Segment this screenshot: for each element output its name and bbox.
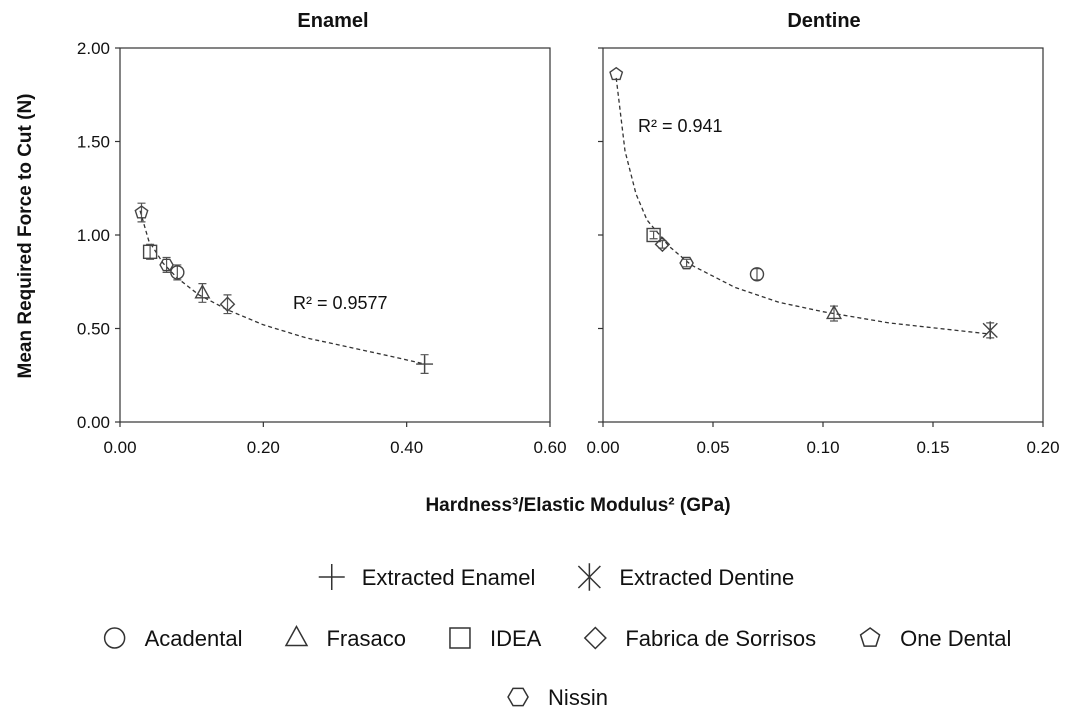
legend-fabrica-de-sorrisos-label: Fabrica de Sorrisos <box>625 626 816 651</box>
dentine-frasaco-point <box>825 304 843 320</box>
dentine-x-tick-label: 0.15 <box>916 438 949 457</box>
enamel-x-tick-label: 0.20 <box>247 438 280 457</box>
dentine-plot-frame <box>602 47 1044 423</box>
dentine-fabrica-de-sorrisos-point <box>654 236 671 253</box>
dentine-trendline-path <box>615 77 991 335</box>
dentine-points <box>609 66 998 340</box>
enamel-frasaco-point <box>194 284 211 299</box>
enamel-nissin-point <box>159 258 174 272</box>
dentine-acadental-error-bar <box>753 268 761 281</box>
legend-extracted-enamel-label: Extracted Enamel <box>362 565 536 590</box>
enamel-fabrica-de-sorrisos-point <box>219 296 236 313</box>
enamel-panel-title: Enamel <box>297 10 368 32</box>
enamel-extracted-enamel-point <box>416 355 434 373</box>
legend-nissin-marker <box>507 687 529 707</box>
enamel-y-tick-label: 0.00 <box>77 413 110 432</box>
legend-acadental-label: Acadental <box>145 626 243 651</box>
legend-one-dental-label: One Dental <box>900 626 1011 651</box>
enamel-r2-label: R² = 0.9577 <box>293 293 388 313</box>
dentine-acadental-point <box>749 267 765 282</box>
dentine-nissin-point <box>679 256 694 270</box>
enamel-trendline <box>139 210 425 365</box>
dentine-extracted-dentine-point <box>982 321 998 340</box>
legend-acadental-marker <box>103 627 126 649</box>
dentine-x-tick-label: 0.00 <box>586 438 619 457</box>
legend-one-dental-marker <box>859 627 881 647</box>
enamel-x-tick-label: 0.60 <box>533 438 566 457</box>
legend-frasaco-label: Frasaco <box>326 626 405 651</box>
dentine-one-dental-point <box>609 66 624 81</box>
enamel-acadental-error-bar <box>173 264 182 281</box>
legend-idea-marker <box>449 627 471 649</box>
enamel-plot-frame <box>119 47 551 423</box>
enamel-x-tick-label: 0.00 <box>103 438 136 457</box>
enamel-y-tick-label: 0.50 <box>77 320 110 339</box>
dentine-ticks: 0.00 0.05 0.10 0.15 0.20 <box>586 47 1060 457</box>
legend-idea-label: IDEA <box>490 626 542 651</box>
x-axis-title: Hardness³/Elastic Modulus² (GPa) <box>425 495 730 516</box>
enamel-trendline-path <box>139 210 425 365</box>
enamel-x-tick-label: 0.40 <box>390 438 423 457</box>
dentine-r2-label: R² = 0.941 <box>638 116 723 136</box>
enamel-panel: Enamel 0.00 0.20 0.40 0.60 0.00 0.50 1.00 1.50 2… <box>77 10 567 457</box>
dentine-x-tick-label: 0.05 <box>696 438 729 457</box>
legend-nissin-label: Nissin <box>548 685 608 710</box>
enamel-acadental-point <box>170 265 185 280</box>
dentine-panel: Dentine 0.00 0.05 0.10 0.15 0.20 R² = 0.941 <box>586 10 1059 457</box>
enamel-y-tick-label: 1.50 <box>77 133 110 152</box>
legend-extracted-enamel-marker <box>318 564 345 590</box>
dentine-idea-point <box>646 227 661 243</box>
legend-frasaco-marker <box>284 624 309 647</box>
dentine-panel-title: Dentine <box>787 10 860 32</box>
legend-extracted-dentine-marker <box>577 563 601 591</box>
y-axis-title: Mean Required Force to Cut (N) <box>15 93 36 378</box>
legend-extracted-dentine-label: Extracted Dentine <box>619 565 794 590</box>
dentine-trendline <box>615 77 991 335</box>
dentine-x-tick-label: 0.20 <box>1026 438 1059 457</box>
legend-fabrica-de-sorrisos-marker <box>583 626 607 650</box>
dentine-nissin-error-bar <box>682 258 691 268</box>
enamel-idea-point <box>142 244 158 260</box>
enamel-one-dental-point <box>134 205 149 219</box>
enamel-ticks: 0.00 0.20 0.40 0.60 0.00 0.50 1.00 1.50 2.00 <box>77 39 567 457</box>
enamel-y-tick-label: 1.00 <box>77 226 110 245</box>
dentine-idea-error-bar <box>649 230 658 240</box>
enamel-idea-error-bar <box>146 243 155 260</box>
enamel-y-tick-label: 2.00 <box>77 39 110 58</box>
enamel-points <box>134 202 434 374</box>
legend: Extracted Enamel Extracted Dentine Acadent… <box>103 563 1011 710</box>
dentine-x-tick-label: 0.10 <box>806 438 839 457</box>
